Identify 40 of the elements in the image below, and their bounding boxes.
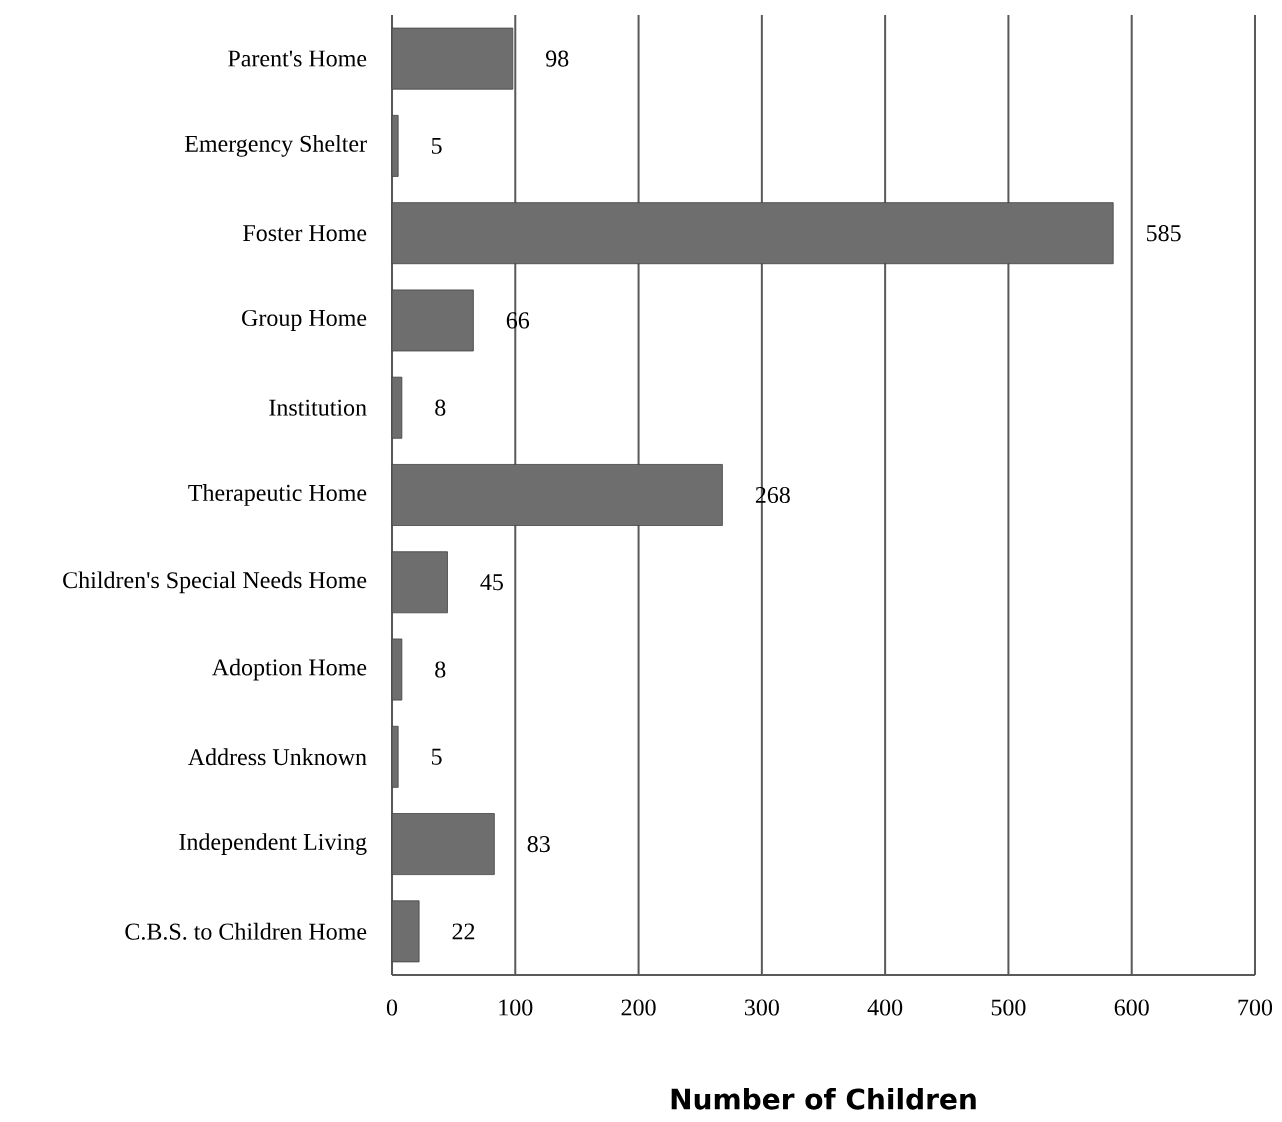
data-label: 98: [546, 50, 569, 67]
bar: [391, 114, 399, 177]
x-axis-title: Number of Children: [671, 1088, 976, 1110]
data-label: 585: [1146, 225, 1181, 242]
x-tick-label: 100: [499, 999, 533, 1016]
x-tick-label: 200: [621, 999, 656, 1016]
y-tick-label: Therapeutic Home: [188, 484, 367, 506]
x-tick-label: 500: [991, 999, 1026, 1016]
bar: [391, 551, 448, 614]
y-tick-label: Children's Special Needs Home: [63, 571, 367, 594]
data-label: 5: [431, 748, 442, 765]
y-tick-label: Group Home: [242, 309, 367, 331]
y-tick-label: C.B.S. to Children Home: [125, 922, 367, 940]
bar: [391, 900, 420, 963]
y-tick-label: Foster Home: [243, 225, 367, 242]
data-label: 22: [452, 923, 475, 940]
y-tick-label: Adoption Home: [211, 658, 367, 681]
y-tick-label: Parent's Home: [228, 50, 367, 67]
data-label: 83: [527, 835, 550, 853]
data-label: 8: [435, 661, 446, 678]
bar: [391, 464, 723, 526]
bar: [391, 376, 403, 439]
x-tick-label: 600: [1114, 999, 1149, 1016]
y-tick-label: Institution: [269, 399, 367, 416]
bar: [391, 725, 399, 788]
data-label: 8: [435, 399, 446, 416]
bar: [391, 813, 495, 876]
x-tick-label: 700: [1238, 999, 1273, 1016]
y-tick-label: Emergency Shelter: [184, 135, 367, 157]
y-tick-label: Address Unknown: [187, 748, 367, 766]
bar: [391, 638, 403, 701]
bar: [391, 202, 1114, 265]
bar: [391, 27, 514, 90]
data-label: 5: [431, 137, 442, 154]
bar: [391, 289, 474, 352]
x-tick-label: 400: [867, 999, 903, 1016]
y-tick-label: Independent Living: [179, 833, 367, 855]
data-label: 45: [480, 574, 503, 591]
x-tick-label: 0: [386, 999, 398, 1016]
x-tick-label: 300: [745, 999, 779, 1016]
